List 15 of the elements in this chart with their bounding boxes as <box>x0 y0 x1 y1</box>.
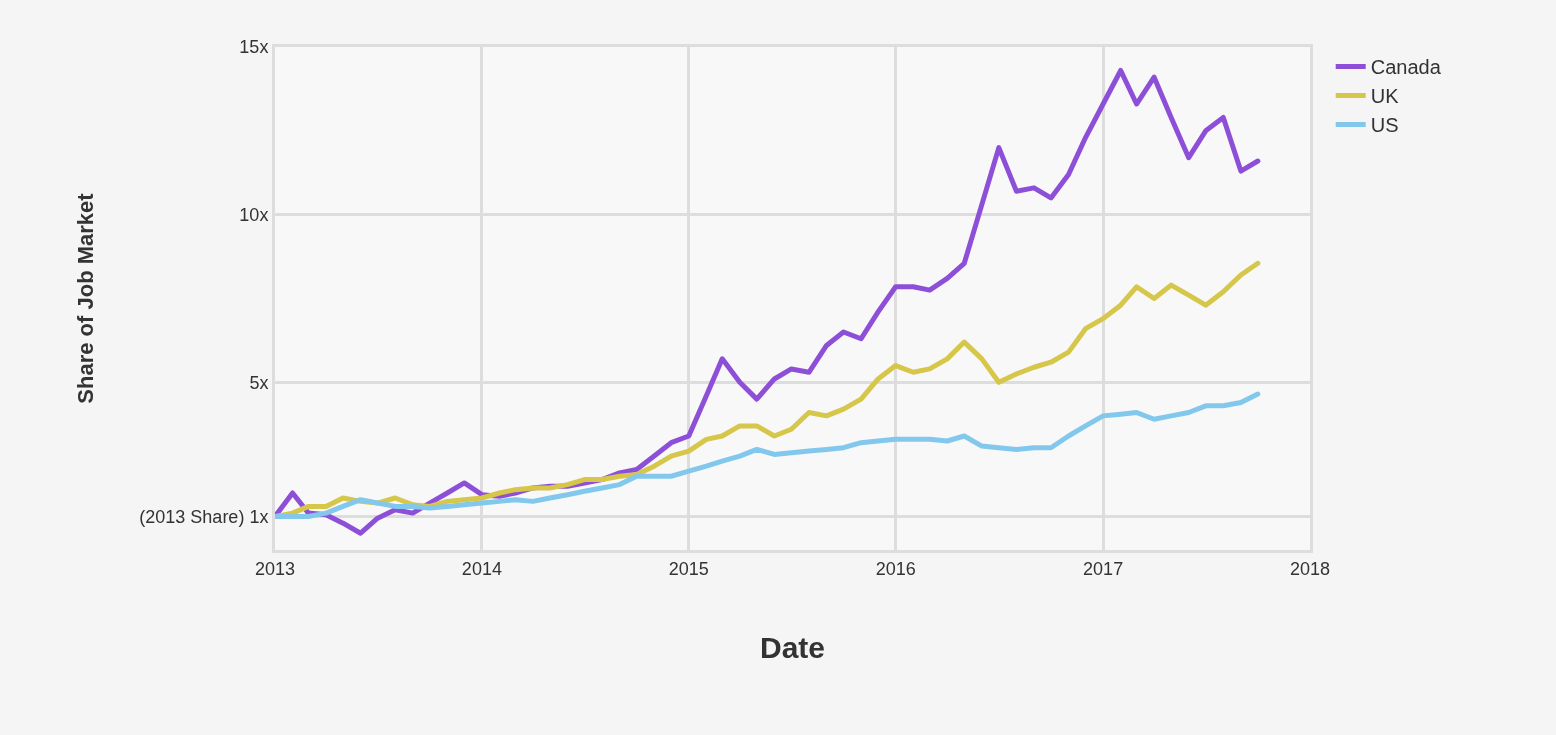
y-axis-title: Share of Job Market <box>73 192 99 404</box>
legend-label: US <box>1370 114 1399 137</box>
y-tick-label: 10x <box>239 204 269 225</box>
legend-label: UK <box>1370 85 1400 108</box>
x-axis-title: Date <box>759 631 826 665</box>
y-tick-label: (2013 Share) 1x <box>139 506 269 527</box>
x-tick-label: 2013 <box>254 558 296 579</box>
x-tick-label: 2017 <box>1083 558 1124 579</box>
x-tick-label: 2016 <box>875 558 916 579</box>
x-tick-label: 2015 <box>668 558 709 579</box>
y-tick-label: 5x <box>249 372 269 393</box>
x-tick-label: 2014 <box>461 558 502 579</box>
y-tick-label: 15x <box>239 37 269 58</box>
x-tick-label: 2018 <box>1289 558 1331 579</box>
legend-label: Canada <box>1370 56 1442 79</box>
